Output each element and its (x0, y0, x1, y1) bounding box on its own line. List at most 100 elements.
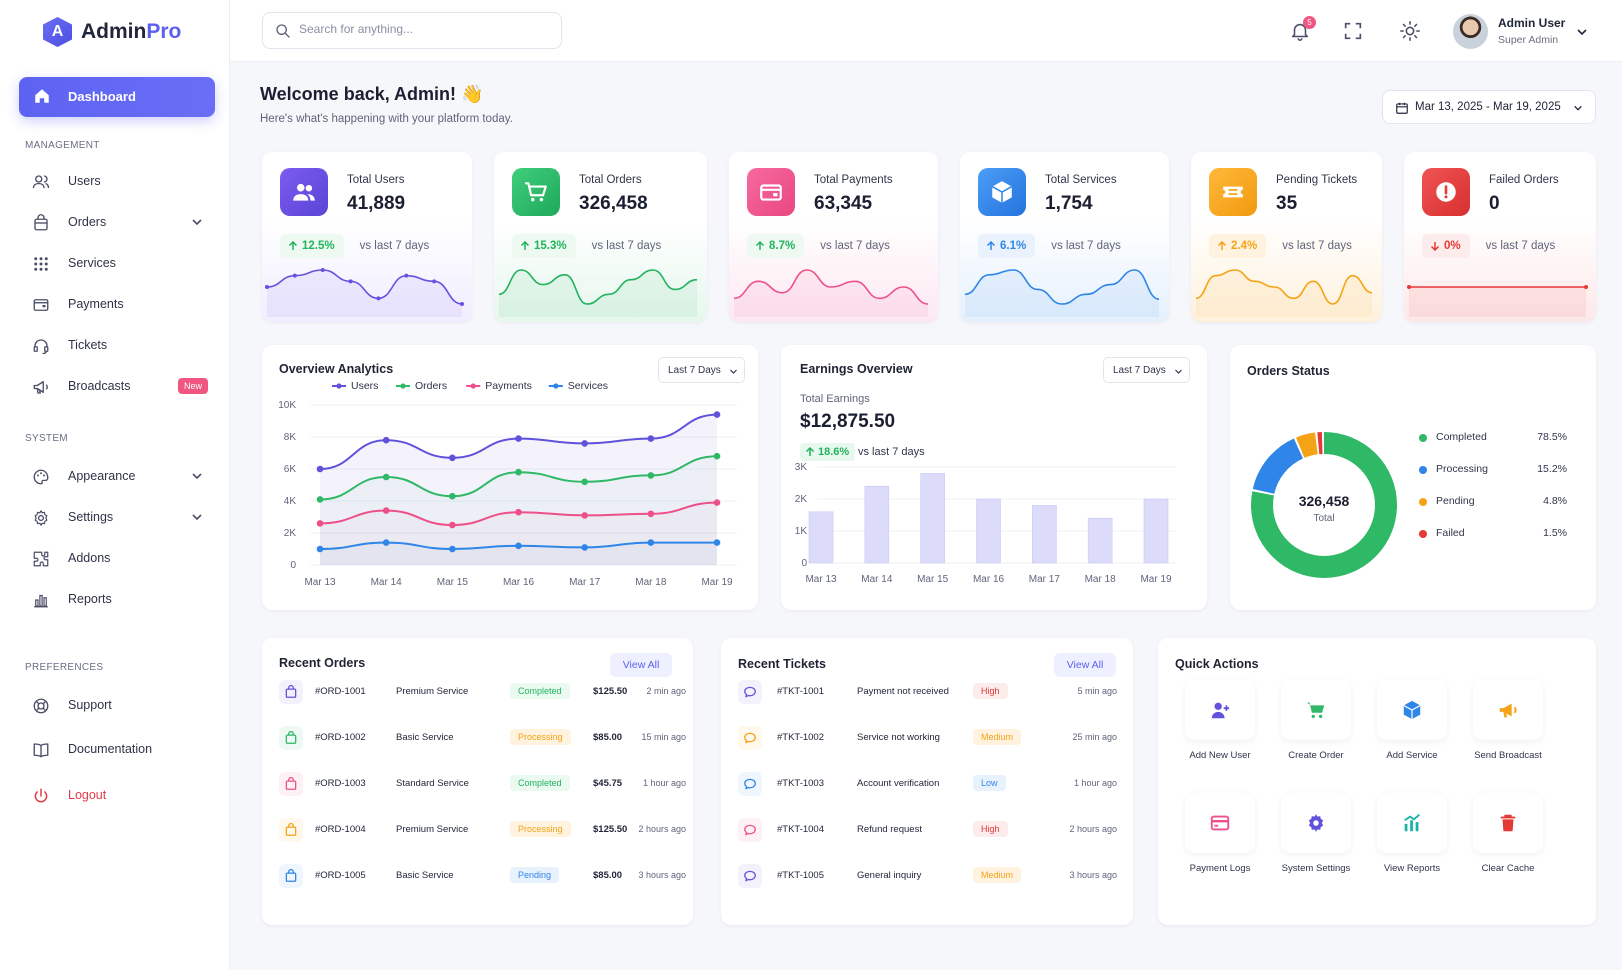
sidebar-item-orders[interactable]: Orders (19, 206, 215, 240)
tickets-view-all-button[interactable]: View All (1054, 653, 1116, 677)
data-point[interactable] (316, 520, 324, 527)
sidebar-item-reports[interactable]: Reports (19, 583, 215, 617)
quick-action-system-settings[interactable]: System Settings (1261, 793, 1371, 887)
stat-card-pending-tickets[interactable]: Pending Tickets 35 2.4% vs last 7 days (1191, 152, 1382, 322)
data-point[interactable] (316, 496, 324, 503)
data-point[interactable] (382, 539, 390, 546)
legend-item-processing[interactable]: Processing 15.2% (1419, 463, 1579, 479)
data-point[interactable] (581, 478, 588, 486)
data-point[interactable] (449, 521, 456, 529)
bar[interactable] (920, 473, 945, 564)
legend-item-users[interactable]: Users (332, 380, 378, 392)
data-point[interactable] (515, 435, 522, 442)
chevron-down-icon[interactable] (191, 470, 203, 482)
bar[interactable] (808, 511, 834, 564)
sidebar-item-dashboard[interactable]: Dashboard (19, 77, 215, 117)
search-input[interactable] (299, 22, 539, 36)
ticket-id[interactable]: #TKT-1002 (777, 732, 824, 743)
quick-action-add-new-user[interactable]: Add New User (1165, 680, 1275, 774)
stat-card-total-services[interactable]: Total Services 1,754 6.1% vs last 7 days (960, 152, 1169, 322)
logo-mark[interactable]: A (43, 17, 72, 47)
orders-view-all-button[interactable]: View All (610, 653, 672, 677)
sidebar-item-tickets[interactable]: Tickets (19, 329, 215, 363)
table-row[interactable]: #ORD-1001 Premium Service Completed $125.50… (262, 674, 693, 710)
data-point[interactable] (581, 544, 588, 551)
bar[interactable] (1032, 505, 1057, 564)
data-point[interactable] (515, 542, 522, 550)
quick-action-icon-box[interactable] (1377, 680, 1447, 740)
order-id[interactable]: #ORD-1003 (315, 778, 366, 789)
data-point[interactable] (515, 468, 522, 476)
data-point[interactable] (647, 539, 655, 546)
sidebar-item-users[interactable]: Users (19, 165, 215, 199)
quick-action-icon-box[interactable] (1281, 680, 1351, 740)
data-point[interactable] (713, 452, 721, 460)
sidebar-item-settings[interactable]: Settings (19, 501, 215, 535)
ticket-id[interactable]: #TKT-1001 (777, 686, 824, 697)
quick-action-payment-logs[interactable]: Payment Logs (1165, 793, 1275, 887)
data-point[interactable] (316, 465, 324, 473)
quick-action-icon-box[interactable] (1185, 793, 1255, 853)
data-point[interactable] (449, 545, 456, 553)
data-point[interactable] (713, 499, 721, 506)
donut-slice-completed[interactable] (1251, 432, 1397, 578)
bar[interactable] (1143, 498, 1169, 564)
data-point[interactable] (382, 507, 390, 514)
bar[interactable] (864, 485, 890, 564)
ticket-id[interactable]: #TKT-1003 (777, 778, 824, 789)
sidebar-item-support[interactable]: Support (19, 689, 215, 723)
legend-item-orders[interactable]: Orders (396, 380, 447, 392)
legend-item-pending[interactable]: Pending 4.8% (1419, 495, 1579, 511)
data-point[interactable] (382, 436, 390, 444)
avatar[interactable] (1453, 14, 1488, 49)
table-row[interactable]: #ORD-1002 Basic Service Processing $85.00 15… (262, 720, 693, 756)
table-row[interactable]: #TKT-1001 Payment not received High 5 min a… (721, 674, 1133, 710)
chevron-down-icon[interactable] (191, 216, 203, 228)
data-point[interactable] (449, 492, 456, 500)
quick-action-icon-box[interactable] (1473, 793, 1543, 853)
stat-card-total-orders[interactable]: Total Orders 326,458 15.3% vs last 7 days (494, 152, 707, 322)
earnings-range-dropdown[interactable]: Last 7 Days (1103, 357, 1190, 383)
stat-card-total-users[interactable]: Total Users 41,889 12.5% vs last 7 days (262, 152, 472, 322)
data-point[interactable] (647, 510, 655, 518)
legend-item-failed[interactable]: Failed 1.5% (1419, 527, 1579, 543)
sidebar-item-appearance[interactable]: Appearance (19, 460, 215, 494)
data-point[interactable] (713, 411, 721, 418)
sidebar-item-logout[interactable]: Logout (19, 779, 215, 813)
logo-text[interactable]: AdminPro (81, 20, 181, 44)
table-row[interactable]: #ORD-1003 Standard Service Completed $45.75… (262, 766, 693, 802)
order-id[interactable]: #ORD-1002 (315, 732, 366, 743)
order-id[interactable]: #ORD-1001 (315, 686, 366, 697)
overview-range-dropdown[interactable]: Last 7 Days (658, 357, 745, 383)
stat-card-total-payments[interactable]: Total Payments 63,345 8.7% vs last 7 days (729, 152, 938, 322)
bar[interactable] (976, 498, 1001, 564)
sidebar-item-broadcasts[interactable]: Broadcasts New (19, 370, 215, 404)
data-point[interactable] (449, 454, 456, 462)
sidebar-item-services[interactable]: Services (19, 247, 215, 281)
quick-action-send-broadcast[interactable]: Send Broadcast (1453, 680, 1563, 774)
quick-action-create-order[interactable]: Create Order (1261, 680, 1371, 774)
table-row[interactable]: #ORD-1005 Basic Service Pending $85.00 3 hou… (262, 858, 693, 894)
legend-item-services[interactable]: Services (548, 380, 608, 392)
chevron-down-icon[interactable] (191, 511, 203, 523)
data-point[interactable] (316, 545, 324, 553)
sidebar-item-addons[interactable]: Addons (19, 542, 215, 576)
data-point[interactable] (647, 472, 655, 479)
table-row[interactable]: #TKT-1002 Service not working Medium 25 min… (721, 720, 1133, 756)
ticket-id[interactable]: #TKT-1005 (777, 870, 824, 881)
quick-action-icon-box[interactable] (1377, 793, 1447, 853)
sidebar-item-documentation[interactable]: Documentation (19, 733, 215, 767)
data-point[interactable] (382, 473, 390, 481)
table-row[interactable]: #TKT-1004 Refund request High 2 hours ago (721, 812, 1133, 848)
legend-item-completed[interactable]: Completed 78.5% (1419, 431, 1579, 447)
quick-action-icon-box[interactable] (1473, 680, 1543, 740)
quick-action-add-service[interactable]: Add Service (1357, 680, 1467, 774)
date-range-picker[interactable]: Mar 13, 2025 - Mar 19, 2025 (1382, 90, 1596, 124)
table-row[interactable]: #TKT-1005 General inquiry Medium 3 hours ag… (721, 858, 1133, 894)
data-point[interactable] (581, 440, 588, 447)
data-point[interactable] (581, 512, 588, 519)
table-row[interactable]: #ORD-1004 Premium Service Processing $125.5… (262, 812, 693, 848)
table-row[interactable]: #TKT-1003 Account verification Low 1 hour a… (721, 766, 1133, 802)
search-box[interactable] (262, 12, 562, 49)
chevron-down-icon[interactable] (1576, 26, 1588, 38)
